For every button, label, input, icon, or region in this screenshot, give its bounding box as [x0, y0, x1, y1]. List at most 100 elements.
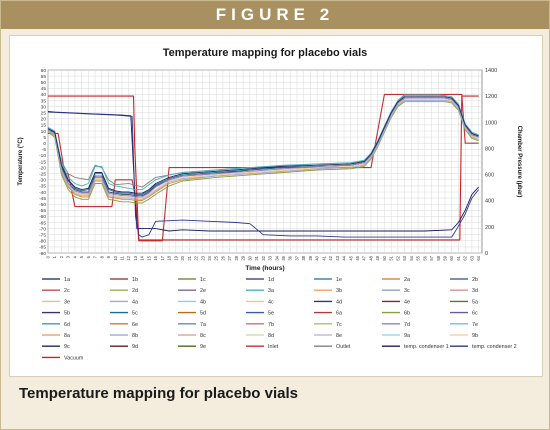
x-tick-label: 38	[301, 255, 306, 260]
x-tick-label: 39	[308, 255, 313, 260]
legend-label-3c: 3c	[404, 288, 410, 294]
legend-label-vacuum: Vacuum	[64, 355, 84, 361]
legend-label-2a: 2a	[404, 277, 410, 283]
x-tick-label: 24	[207, 255, 212, 260]
figure-caption: Temperature mapping for placebo vials	[19, 385, 298, 402]
series-line-4c	[47, 98, 479, 199]
x-tick-label: 26	[220, 255, 225, 260]
y-tick-label: 30	[41, 104, 47, 110]
x-tick-label: 44	[342, 255, 347, 260]
x-tick-label: 35	[281, 255, 286, 260]
y-tick-label: -20	[39, 165, 46, 171]
x-tick-label: 21	[187, 255, 192, 260]
x-tick-label: 33	[268, 255, 273, 260]
x-tick-label: 54	[409, 255, 414, 260]
legend-label-6e: 6e	[132, 322, 138, 328]
x-tick-label: 59	[442, 255, 447, 260]
legend-label-5a: 5a	[472, 299, 478, 305]
y-tick-label: -60	[39, 214, 46, 220]
y-tick-label: 35	[41, 98, 47, 104]
series-line-3e	[47, 95, 479, 191]
x-tick-label: 2	[59, 255, 64, 258]
series-line-7d	[47, 97, 479, 198]
x-tick-label: 32	[261, 255, 266, 260]
x-tick-label: 34	[274, 255, 279, 260]
x-tick-label: 13	[133, 255, 138, 260]
legend-label-3b: 3b	[336, 288, 342, 294]
legend-label-8e: 8e	[336, 333, 342, 339]
y-tick-label: -70	[39, 226, 46, 232]
y-tick-label: 60	[41, 68, 47, 74]
legend-label-8c: 8c	[200, 333, 206, 339]
x-tick-label: 46	[355, 255, 360, 260]
legend-label-1e: 1e	[336, 277, 342, 283]
x-tick-label: 61	[456, 255, 461, 260]
x-tick-label: 22	[194, 255, 199, 260]
x-tick-label: 27	[227, 255, 232, 260]
legend-label-5c: 5c	[132, 311, 138, 317]
x-tick-label: 8	[99, 255, 104, 258]
x-tick-label: 48	[368, 255, 373, 260]
x-tick-label: 3	[66, 255, 71, 258]
y-tick-label: -5	[42, 147, 47, 153]
x-tick-label: 14	[140, 255, 145, 260]
series-line-9c	[47, 96, 479, 194]
y-tick-label: 15	[41, 123, 47, 129]
x-tick-label: 6	[86, 255, 91, 258]
legend-label-9d: 9d	[132, 344, 138, 350]
y-tick-label: -35	[39, 184, 46, 190]
legend-label-outlet: Outlet	[336, 344, 351, 350]
series-line-6b	[47, 101, 479, 204]
legend-label-8b: 8b	[132, 333, 138, 339]
y-tick-label: -45	[39, 196, 46, 202]
x-tick-label: 37	[294, 255, 299, 260]
chart-title: Temperature mapping for placebo vials	[163, 47, 368, 59]
x-tick-label: 43	[335, 255, 340, 260]
figure-banner: FIGURE 2	[1, 1, 549, 29]
x-tick-label: 20	[180, 255, 185, 260]
legend-label-7a: 7a	[200, 322, 206, 328]
y-tick-label: 45	[41, 86, 47, 92]
x-tick-label: 18	[167, 255, 172, 260]
x-tick-label: 19	[173, 255, 178, 260]
x-tick-label: 64	[476, 255, 481, 260]
x-tick-label: 28	[234, 255, 239, 260]
legend-label-5e: 5e	[268, 311, 274, 317]
x-tick-label: 31	[254, 255, 259, 260]
legend-label-7b: 7b	[268, 322, 274, 328]
y-tick-label: 50	[41, 80, 47, 86]
y-tick-label: 55	[41, 74, 47, 80]
legend-label-1c: 1c	[200, 277, 206, 283]
x-tick-label: 51	[389, 255, 394, 260]
x-tick-label: 0	[46, 255, 51, 258]
x-tick-label: 41	[321, 255, 326, 260]
x-tick-label: 10	[113, 255, 118, 260]
y2-tick-label: 200	[485, 225, 494, 231]
y-tick-label: -90	[39, 251, 46, 257]
x-tick-label: 47	[362, 255, 367, 260]
y-tick-label: -25	[39, 172, 46, 178]
legend-label-temp-condenser-1: temp. condenser 1	[404, 344, 449, 350]
x-tick-label: 55	[416, 255, 421, 260]
series-line-temp-condenser-2	[47, 111, 479, 238]
x-tick-label: 56	[422, 255, 427, 260]
y-axis-label: Temperature (°C)	[18, 137, 24, 185]
legend-label-6d: 6d	[64, 322, 70, 328]
x-tick-label: 7	[93, 255, 98, 258]
y-tick-label: 40	[41, 92, 47, 98]
legend-label-6c: 6c	[472, 311, 478, 317]
y-tick-label: 25	[41, 111, 47, 117]
legend-label-6b: 6b	[404, 311, 410, 317]
legend-label-9c: 9c	[64, 344, 70, 350]
x-tick-label: 60	[449, 255, 454, 260]
y-tick-label: 10	[41, 129, 47, 135]
chart-svg: Temperature mapping for placebo vials605…	[18, 47, 522, 361]
y-tick-label: 20	[41, 117, 47, 123]
legend-label-7d: 7d	[404, 322, 410, 328]
legend-label-4b: 4b	[200, 299, 206, 305]
x-tick-label: 11	[120, 255, 125, 260]
x-tick-label: 57	[429, 255, 434, 260]
y-tick-label: -85	[39, 245, 46, 251]
y-tick-label: -40	[39, 190, 46, 196]
